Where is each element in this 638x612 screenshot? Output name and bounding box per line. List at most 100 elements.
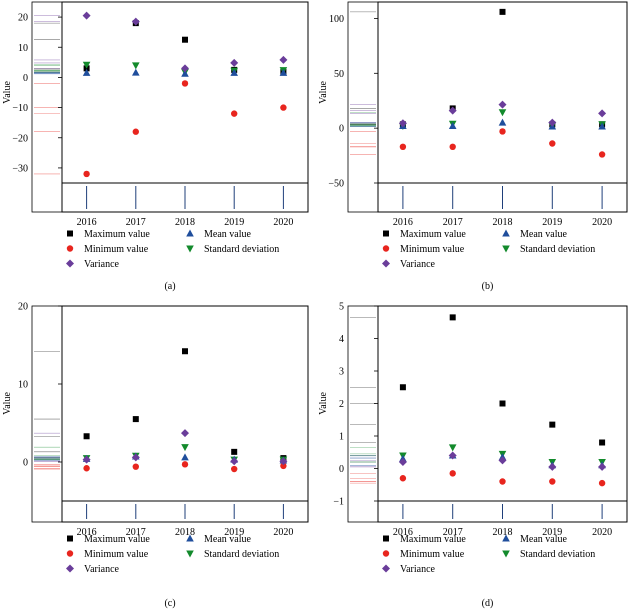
data-point-standard-deviation <box>82 61 91 69</box>
x-tick-label: 2017 <box>126 527 146 538</box>
legend-label: Minimum value <box>400 244 465 255</box>
legend-marker <box>186 229 194 237</box>
data-point-variance <box>548 118 557 127</box>
data-point-standard-deviation <box>448 444 457 452</box>
data-point-minimum-value <box>83 170 90 178</box>
y-tick-label: 10 <box>18 380 28 391</box>
legend-marker <box>382 245 390 252</box>
legend-marker <box>186 245 194 253</box>
data-point-variance <box>398 119 407 128</box>
data-point-mean-value <box>498 118 507 126</box>
data-point-variance <box>448 451 457 460</box>
data-point-variance <box>598 462 607 471</box>
legend-marker <box>66 245 74 252</box>
y-tick-label: −30 <box>12 163 28 174</box>
legend-label: Maximum value <box>400 534 466 545</box>
legend-marker <box>66 550 74 557</box>
legend-marker <box>502 229 510 237</box>
data-point-minimum-value <box>181 80 189 87</box>
data-point-maximum-value <box>399 384 406 391</box>
data-point-standard-deviation <box>498 109 507 117</box>
legend-marker <box>186 534 194 542</box>
x-tick-label: 2017 <box>126 217 146 228</box>
legend-label: Mean value <box>204 229 251 240</box>
data-point-variance <box>131 17 140 26</box>
legend-marker <box>382 259 390 268</box>
data-point-variance <box>498 456 507 465</box>
x-tick-label: 2019 <box>224 217 244 228</box>
data-point-variance <box>82 455 91 464</box>
legend-label: Variance <box>400 564 436 575</box>
side-strip-frame <box>347 1 379 213</box>
data-point-variance <box>181 429 189 438</box>
chart-panel-d: −1 0 1 2 3 4 5 Value 2016 2017 2018 2019 2020 Maximum… <box>318 302 628 609</box>
data-point-mean-value <box>181 453 189 461</box>
data-point-variance <box>598 109 607 118</box>
data-point-variance <box>230 457 239 466</box>
y-axis-label: Value <box>2 392 13 415</box>
data-point-minimum-value <box>132 463 139 470</box>
side-strip-frame <box>347 305 379 523</box>
x-tick-label: 2018 <box>175 217 195 228</box>
y-tick-label: 4 <box>339 334 344 345</box>
y-axis-label: Value <box>318 81 329 104</box>
legend-marker <box>186 550 194 558</box>
legend-marker <box>502 534 510 542</box>
data-point-mean-value <box>132 68 140 76</box>
data-point-minimum-value <box>83 465 90 472</box>
y-axis-label: Value <box>318 392 329 415</box>
data-point-minimum-value <box>598 479 606 487</box>
panel-caption: (d) <box>482 598 494 609</box>
data-point-maximum-value <box>599 439 606 446</box>
data-point-mean-value <box>181 69 189 77</box>
data-point-mean-value <box>279 68 288 76</box>
legend-marker <box>67 535 73 542</box>
data-point-maximum-value <box>132 416 139 423</box>
data-point-variance <box>181 64 189 73</box>
legend-label: Standard deviation <box>520 244 595 255</box>
data-point-minimum-value <box>132 128 139 135</box>
y-tick-label: 1 <box>339 432 344 443</box>
x-tick-label: 2016 <box>77 527 97 538</box>
legend-label: Variance <box>84 564 120 575</box>
y-tick-label: 3 <box>339 367 344 378</box>
legend-marker <box>383 230 389 237</box>
legend-marker <box>382 550 390 557</box>
legend-marker <box>66 564 74 573</box>
data-point-mean-value <box>230 68 238 76</box>
data-point-variance <box>230 58 239 67</box>
data-point-maximum-value <box>499 400 506 407</box>
data-point-minimum-value <box>598 151 606 158</box>
data-point-standard-deviation <box>132 62 140 70</box>
x-tick-label: 2018 <box>493 217 513 228</box>
x-tick-label: 2020 <box>592 527 612 538</box>
y-tick-label: 0 <box>339 124 344 135</box>
data-point-maximum-value <box>182 36 188 43</box>
x-tick-label: 2019 <box>224 527 244 538</box>
data-point-maximum-value <box>83 433 90 440</box>
chart-panel-a: −30 −20 −10 0 10 20 Value 2016 2017 2018 2019 2020 M… <box>2 1 309 292</box>
plot-frame <box>61 1 309 213</box>
legend-label: Variance <box>84 259 120 270</box>
legend-label: Mean value <box>520 534 567 545</box>
data-point-minimum-value <box>181 461 189 468</box>
y-axis-label: Value <box>2 81 13 104</box>
plot-frame <box>377 305 628 523</box>
legend-marker <box>502 550 510 558</box>
legend-label: Standard deviation <box>204 549 279 560</box>
legend-label: Standard deviation <box>520 549 595 560</box>
chart-panel-b: −50 0 50 100 Value 2016 2017 2018 2019 2020 Maximu… <box>318 1 628 292</box>
data-point-minimum-value <box>449 143 456 150</box>
data-point-mean-value <box>82 68 91 76</box>
y-tick-label: 100 <box>329 14 344 25</box>
y-tick-label: −10 <box>12 103 28 114</box>
legend-label: Maximum value <box>84 229 150 240</box>
data-point-minimum-value <box>499 128 506 135</box>
x-tick-label: 2016 <box>393 527 413 538</box>
x-tick-label: 2020 <box>592 217 612 228</box>
legend-marker <box>383 535 389 542</box>
legend-marker <box>66 259 74 268</box>
legend-label: Minimum value <box>400 549 465 560</box>
legend-label: Minimum value <box>84 244 149 255</box>
legend-label: Maximum value <box>400 229 466 240</box>
